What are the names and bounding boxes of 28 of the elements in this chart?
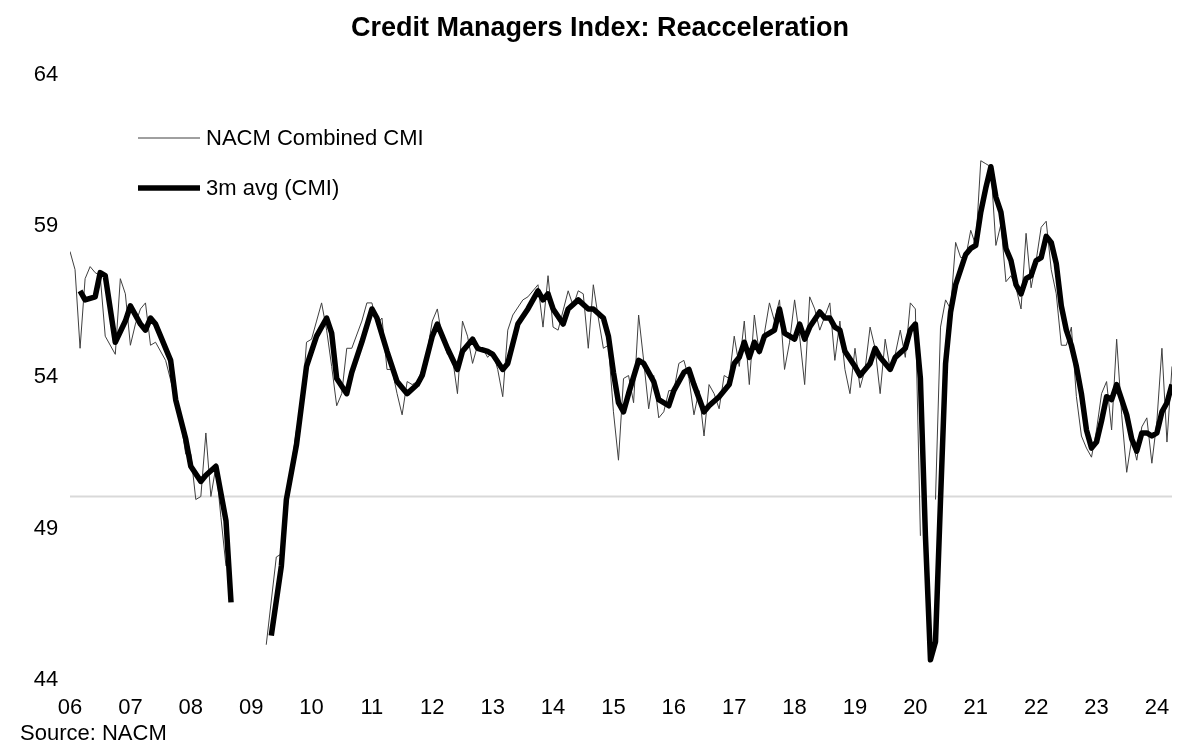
y-tick-label: 54 [33,363,59,389]
x-tick-label: 18 [782,693,807,719]
x-tick-label: 06 [57,693,83,719]
y-tick-label: 44 [33,665,59,691]
x-tick-label: 13 [480,693,505,719]
x-tick-label: 16 [661,693,687,719]
x-tick-label: 08 [178,693,204,719]
x-tick-label: 17 [721,693,747,719]
x-tick-label: 07 [118,693,143,719]
x-tick-label: 23 [1084,693,1109,719]
x-tick-label: 12 [420,693,445,719]
x-tick-label: 22 [1023,693,1049,719]
legend-label: NACM Combined CMI [206,125,424,151]
x-tick-label: 14 [540,693,566,719]
x-tick-label: 10 [299,693,324,719]
y-tick-label: 59 [33,212,59,238]
x-tick-label: 24 [1144,693,1170,719]
x-tick-label: 20 [903,693,928,719]
legend-label: 3m avg (CMI) [206,175,340,201]
y-tick-label: 64 [33,60,59,86]
x-tick-label: 15 [601,693,626,719]
x-tick-label: 19 [842,693,868,719]
y-tick-label: 49 [33,514,59,540]
source-note: Source: NACM [20,720,167,745]
x-tick-label: 09 [238,693,264,719]
x-tick-label: 21 [963,693,988,719]
chart-title: Credit Managers Index: Reacceleration [350,12,850,42]
x-tick-label: 11 [360,693,384,719]
